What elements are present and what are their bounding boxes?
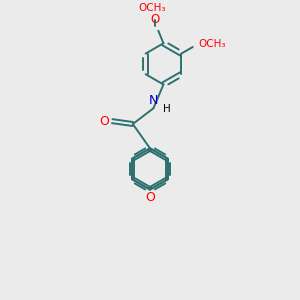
Text: OCH₃: OCH₃ [138,3,166,13]
Text: N: N [149,94,158,107]
Text: O: O [100,115,109,128]
Text: O: O [145,191,155,204]
Text: H: H [163,104,170,114]
Text: OCH₃: OCH₃ [199,39,226,49]
Text: O: O [150,13,160,26]
